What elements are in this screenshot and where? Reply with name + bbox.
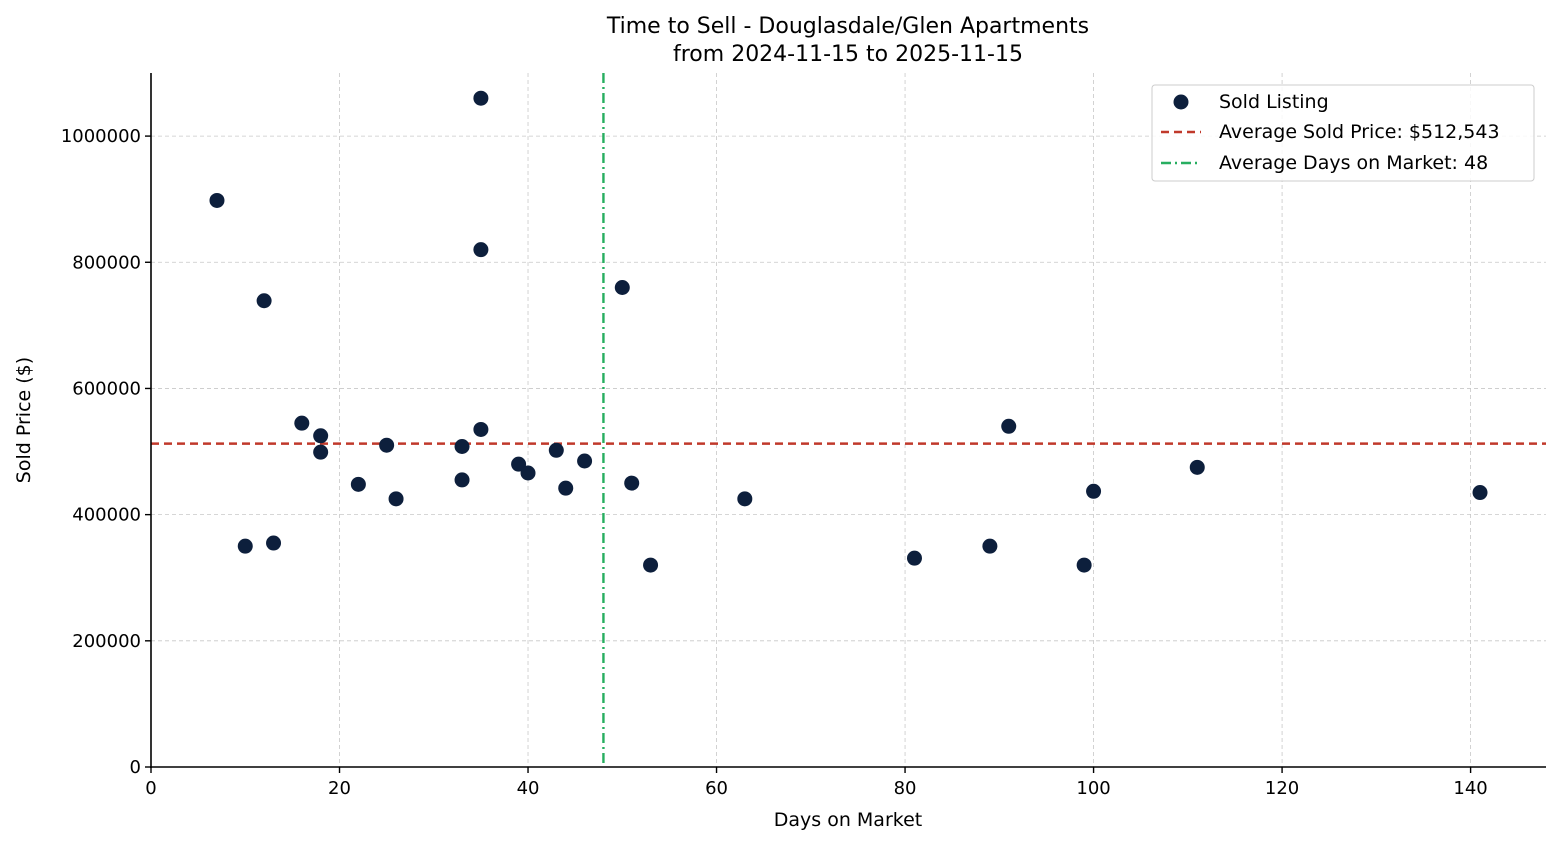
data-point (1189, 459, 1205, 475)
data-point (558, 480, 574, 496)
y-tick-label: 1000000 (61, 126, 141, 147)
x-tick-label: 80 (894, 778, 917, 799)
legend: Sold Listing Average Sold Price: $512,54… (1151, 84, 1535, 182)
y-axis-label: Sold Price ($) (13, 357, 35, 483)
y-tick-label: 800000 (72, 252, 141, 273)
data-point (511, 456, 527, 472)
data-point (982, 538, 998, 554)
data-point (454, 438, 470, 454)
data-point (473, 90, 489, 106)
x-ticks: 0 20 40 60 80 100 120 140 (145, 767, 1488, 799)
data-point (1086, 483, 1102, 499)
x-tick-label: 40 (517, 778, 540, 799)
data-point (473, 421, 489, 437)
x-tick-label: 140 (1453, 778, 1487, 799)
data-point (454, 472, 470, 488)
data-point (737, 491, 753, 507)
x-tick-label: 20 (328, 778, 351, 799)
data-point (256, 293, 272, 309)
data-point (379, 437, 395, 453)
data-point (906, 550, 922, 566)
y-tick-label: 600000 (72, 378, 141, 399)
data-point (1472, 485, 1488, 501)
chart-title-line1: Time to Sell - Douglasdale/Glen Apartmen… (606, 14, 1089, 39)
chart-title-line2: from 2024-11-15 to 2025-11-15 (673, 42, 1023, 67)
data-point (1076, 557, 1092, 573)
legend-label-sold-listing: Sold Listing (1219, 91, 1329, 113)
data-point (313, 444, 329, 460)
x-tick-label: 0 (145, 778, 156, 799)
data-point (294, 415, 310, 431)
data-point (643, 557, 659, 573)
data-point (520, 465, 536, 481)
reference-lines (151, 73, 1546, 767)
legend-label-average-sold-price: Average Sold Price: $512,543 (1219, 121, 1500, 143)
y-ticks: 0 200000 400000 600000 800000 1000000 (61, 126, 151, 778)
data-point (313, 428, 329, 444)
legend-frame (1151, 84, 1535, 182)
legend-marker-sold-listing (1173, 94, 1189, 110)
data-points (209, 90, 1488, 573)
y-tick-label: 400000 (72, 505, 141, 526)
data-point (1001, 418, 1017, 434)
x-tick-label: 120 (1265, 778, 1299, 799)
data-point (624, 475, 640, 491)
data-point (577, 453, 593, 469)
data-point (548, 442, 564, 458)
data-point (614, 280, 630, 296)
x-tick-label: 60 (705, 778, 728, 799)
data-point (209, 192, 225, 208)
data-point (350, 476, 366, 492)
data-point (473, 242, 489, 258)
x-axis-label: Days on Market (774, 809, 922, 831)
data-point (237, 538, 253, 554)
y-tick-label: 200000 (72, 631, 141, 652)
data-point (266, 535, 282, 551)
data-point (388, 491, 404, 507)
legend-label-average-days-on-market: Average Days on Market: 48 (1219, 152, 1488, 174)
x-tick-label: 100 (1076, 778, 1110, 799)
y-tick-label: 0 (130, 757, 141, 778)
